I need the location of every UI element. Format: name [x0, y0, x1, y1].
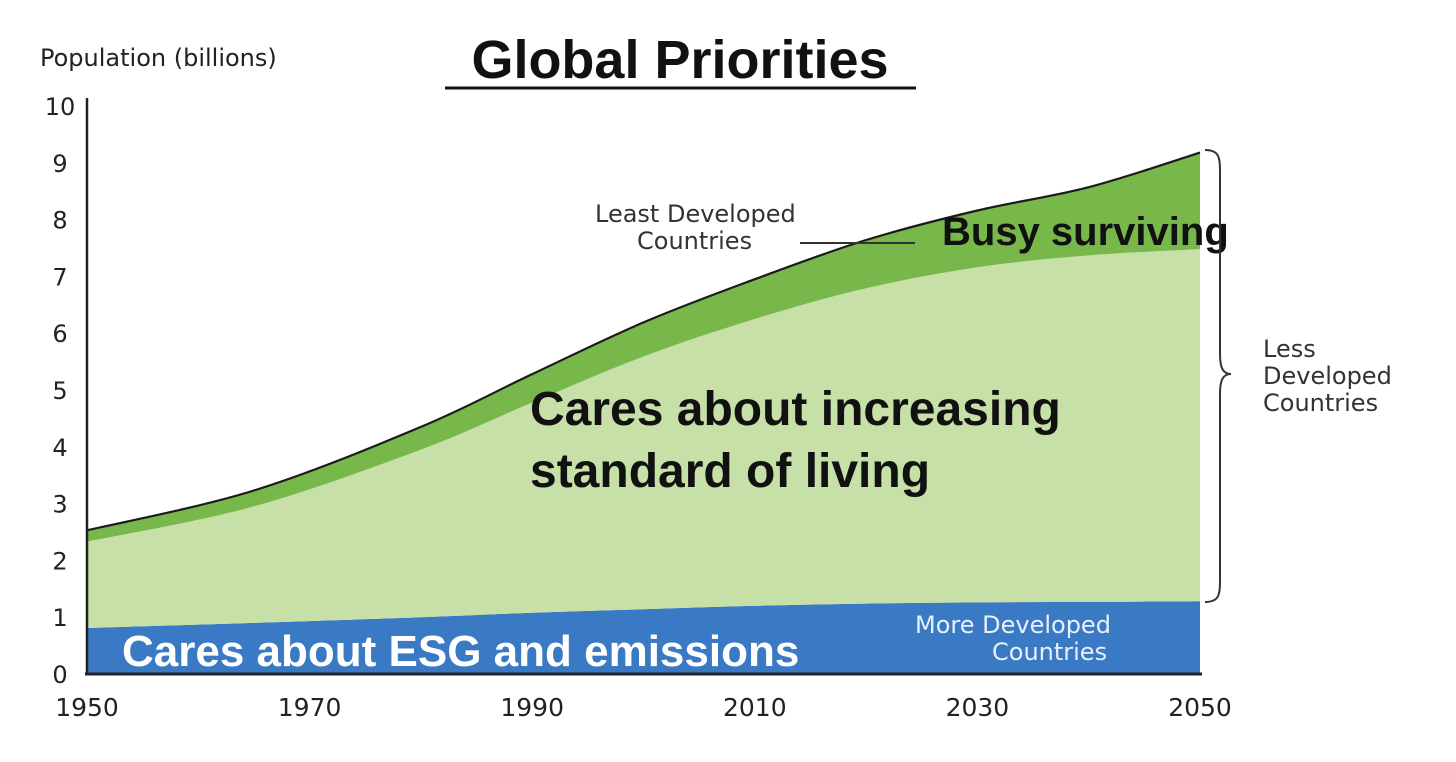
y-tick-label: 9	[52, 150, 67, 178]
y-tick-label: 7	[52, 263, 67, 291]
less-developed-label-line: Less	[1263, 335, 1316, 363]
total-outline	[86, 151, 1201, 532]
y-tick-label: 0	[52, 661, 67, 689]
y-tick-label: 8	[52, 207, 67, 235]
y-tick-label: 4	[52, 434, 67, 462]
x-tick-label: 2030	[946, 693, 1010, 722]
y-tick-label: 1	[52, 604, 67, 632]
less-developed-label-line: Countries	[1263, 389, 1378, 417]
less-developed-brace	[1204, 149, 1232, 603]
text-group: 0 1 2 3 4 5 6 7 8 9 10 1950 1970 1990 2010 2030 2050 Glob…	[40, 30, 1392, 722]
x-tick-label: 1970	[278, 693, 342, 722]
x-tick-label: 2050	[1168, 693, 1232, 722]
y-tick-label: 2	[52, 547, 67, 575]
y-tick-label: 6	[52, 320, 67, 348]
busy-surviving-label: Busy surviving	[942, 210, 1229, 254]
x-tick-label: 1950	[55, 693, 119, 722]
y-tick-label: 10	[45, 93, 76, 121]
x-tick-label: 1990	[500, 693, 564, 722]
more-developed-label-line: More Developed	[915, 611, 1111, 639]
axes-group	[85, 98, 1202, 676]
least-developed-label-line: Least Developed	[595, 200, 796, 228]
more-developed-label-line: Countries	[992, 638, 1107, 666]
cares-living-label-line: Cares about increasing	[530, 383, 1061, 436]
x-tick-label: 2010	[723, 693, 787, 722]
area-series-group	[86, 151, 1201, 674]
chart-title: Global Priorities	[471, 30, 888, 90]
y-axis-label: Population (billions)	[40, 44, 277, 72]
least-developed-label-line: Countries	[637, 227, 752, 255]
y-tick-label: 5	[52, 377, 67, 405]
y-tick-label: 3	[52, 491, 67, 519]
cares-living-label-line: standard of living	[530, 445, 930, 498]
area-more-developed	[87, 601, 1200, 674]
area-least-developed	[87, 152, 1200, 542]
area-less-developed	[87, 249, 1200, 628]
less-developed-label-line: Developed	[1263, 362, 1392, 390]
cares-esg-label: Cares about ESG and emissions	[122, 627, 799, 676]
